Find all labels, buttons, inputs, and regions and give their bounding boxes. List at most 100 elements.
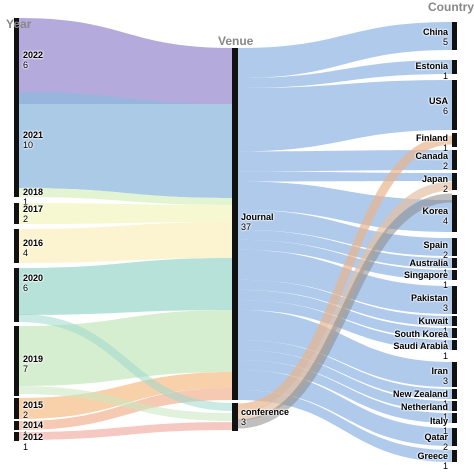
country-label-netherland: Netherland 1 bbox=[401, 402, 448, 422]
link-journal-china bbox=[238, 22, 452, 79]
country-label-greece: Greece 1 bbox=[417, 451, 448, 471]
link-journal-greece bbox=[238, 389, 452, 462]
year-stage-header: Year bbox=[6, 17, 32, 31]
venue-label-journal-name: Journal bbox=[241, 212, 274, 222]
venue-label-conference: conference 3 bbox=[241, 407, 289, 427]
country-node-usa bbox=[452, 80, 457, 130]
country-label-iran: Iran 3 bbox=[431, 366, 448, 386]
year-label-2018: 2018 1 bbox=[23, 187, 43, 207]
year-node-2022 bbox=[14, 18, 19, 104]
link-2012-conference bbox=[18, 422, 233, 440]
country-label-finland: Finland 1 bbox=[416, 133, 448, 153]
venue-label-conference-name: conference bbox=[241, 407, 290, 417]
country-label-singapore: Singapore 1 bbox=[404, 270, 448, 290]
country-label-saudi-arabia: Saudi Arabia 1 bbox=[393, 341, 448, 361]
link-2019-conference bbox=[18, 386, 233, 421]
year-label-2019-value: 7 bbox=[23, 364, 29, 374]
link-2022-journal bbox=[19, 18, 232, 104]
year-label-2015-name: 2015 bbox=[23, 400, 44, 410]
year-label-2012-value: 1 bbox=[23, 442, 29, 452]
year-label-2018-name: 2018 bbox=[23, 187, 44, 197]
year-node-2014 bbox=[14, 421, 19, 430]
country-label-spain-name: Spain bbox=[423, 240, 448, 250]
country-label-netherland-name: Netherland bbox=[400, 402, 448, 412]
year-label-2017-value: 2 bbox=[23, 214, 29, 224]
year-node-2012 bbox=[14, 432, 19, 441]
year-node-2021 bbox=[14, 92, 19, 188]
country-node-new-zealand bbox=[452, 389, 457, 399]
year-label-2017: 2017 2 bbox=[23, 204, 43, 224]
country-label-italy: Italy 1 bbox=[430, 416, 448, 436]
country-label-canada-value: 2 bbox=[442, 161, 448, 171]
year-label-2020-value: 6 bbox=[23, 283, 29, 293]
link-journal-australia bbox=[238, 229, 452, 268]
link-journal-estonia bbox=[238, 60, 452, 89]
year-label-2019: 2019 7 bbox=[23, 354, 43, 374]
country-label-estonia: Estonia 1 bbox=[415, 61, 448, 81]
country-label-new-zealand-name: New Zealand bbox=[392, 389, 448, 399]
country-node-south-korea bbox=[452, 328, 457, 338]
link-journal-saudi-arabia bbox=[238, 299, 452, 350]
year-label-2016: 2016 4 bbox=[23, 238, 43, 258]
country-label-singapore-value: 1 bbox=[442, 280, 448, 290]
venue-label-journal: Journal 37 bbox=[241, 212, 274, 232]
link-2016-journal bbox=[19, 222, 232, 263]
year-node-2019 bbox=[14, 326, 19, 396]
country-label-new-zealand-value: 1 bbox=[442, 399, 448, 409]
year-label-2012: 2012 1 bbox=[23, 432, 43, 452]
year-label-2012-name: 2012 bbox=[23, 432, 44, 442]
country-node-canada bbox=[452, 150, 457, 170]
country-label-australia: Australia 1 bbox=[409, 258, 448, 278]
country-label-greece-name: Greece bbox=[417, 451, 448, 461]
country-label-qatar: Qatar 2 bbox=[424, 432, 448, 452]
country-label-iran-name: Iran bbox=[431, 366, 448, 376]
country-label-south-korea-value: 1 bbox=[442, 339, 448, 349]
venue-node-conference bbox=[232, 403, 238, 431]
year-label-2021-name: 2021 bbox=[23, 130, 44, 140]
country-label-qatar-value: 2 bbox=[442, 442, 448, 452]
country-node-italy bbox=[452, 413, 457, 423]
country-label-italy-value: 1 bbox=[442, 426, 448, 436]
country-label-spain: Spain 2 bbox=[423, 240, 448, 260]
link-2021-journal bbox=[19, 92, 232, 198]
link-journal-iran bbox=[238, 309, 452, 387]
country-node-australia bbox=[452, 258, 457, 268]
country-label-spain-value: 2 bbox=[442, 250, 448, 260]
link-journal-spain bbox=[238, 209, 452, 256]
link-journal-netherland bbox=[238, 349, 452, 411]
venue-label-journal-value: 37 bbox=[241, 222, 252, 232]
year-label-2015: 2015 2 bbox=[23, 400, 43, 420]
country-node-netherland bbox=[452, 401, 457, 411]
country-node-estonia bbox=[452, 60, 457, 74]
country-label-usa-name: USA bbox=[428, 96, 448, 106]
country-node-singapore bbox=[452, 270, 457, 280]
country-label-south-korea: South Korea 1 bbox=[394, 329, 448, 349]
country-label-kuwait-value: 1 bbox=[442, 326, 448, 336]
country-label-singapore-name: Singapore bbox=[403, 270, 448, 280]
country-label-usa-value: 6 bbox=[442, 106, 448, 116]
country-node-china bbox=[452, 22, 457, 50]
country-label-canada: Canada 2 bbox=[415, 151, 448, 171]
year-label-2017-name: 2017 bbox=[23, 204, 44, 214]
venue-label-conference-value: 3 bbox=[241, 417, 247, 427]
country-label-netherland-value: 1 bbox=[442, 412, 448, 422]
year-label-2016-name: 2016 bbox=[23, 238, 44, 248]
country-node-pakistan bbox=[452, 286, 457, 314]
country-node-spain bbox=[452, 238, 457, 256]
country-label-china-value: 5 bbox=[442, 37, 448, 47]
link-2017-journal bbox=[19, 203, 232, 224]
country-label-saudi-arabia-value: 1 bbox=[442, 351, 448, 361]
year-label-2014: 2014 1 bbox=[23, 420, 43, 440]
country-node-saudi-arabia bbox=[452, 340, 457, 350]
country-label-south-korea-name: South Korea bbox=[394, 329, 448, 339]
country-label-japan-value: 2 bbox=[442, 184, 448, 194]
country-label-australia-value: 1 bbox=[442, 268, 448, 278]
year-node-2018 bbox=[14, 188, 19, 197]
country-label-kuwait: Kuwait 1 bbox=[418, 316, 448, 336]
country-label-japan: Japan 2 bbox=[422, 174, 448, 194]
country-label-korea-name: Korea bbox=[422, 206, 448, 216]
year-label-2015-value: 2 bbox=[23, 410, 29, 420]
link-2018-journal bbox=[19, 188, 232, 205]
country-label-australia-name: Australia bbox=[409, 258, 448, 268]
